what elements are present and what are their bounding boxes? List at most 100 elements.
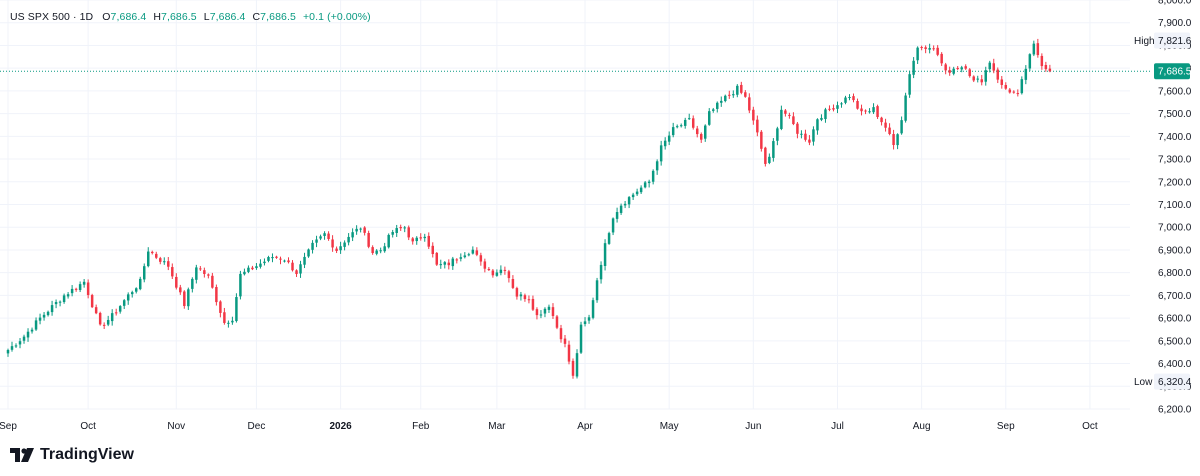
candle-body [1024, 68, 1028, 80]
candle-body [635, 191, 639, 195]
candle-body [407, 227, 410, 238]
candle-body [303, 256, 306, 265]
y-tick-label: 7,400.0 [1158, 132, 1192, 143]
candle-body [948, 70, 951, 73]
candle-body [864, 110, 867, 112]
candle-body [687, 118, 691, 120]
x-axis: Sep Oct Nov Dec 2026 Feb Mar Apr May Jun Jul Aug Sep… [0, 421, 1098, 432]
candle-body [339, 246, 342, 251]
tradingview-brand[interactable]: TradingView [10, 446, 134, 464]
candle-body [820, 117, 823, 120]
candle-body [716, 102, 719, 109]
change-value: +0.1 (+0.00%) [302, 11, 371, 23]
candle-body [535, 309, 539, 316]
candle-body [683, 119, 687, 126]
x-tick-label: May [660, 421, 679, 432]
candle-body [151, 251, 154, 254]
candle-body [611, 218, 615, 233]
candle-body [62, 295, 66, 303]
candle-body [203, 270, 206, 275]
candle-body [367, 232, 370, 247]
candle-body [130, 292, 134, 295]
close-key: C [252, 11, 261, 23]
candle-body [792, 116, 795, 125]
high-key: H [153, 11, 161, 23]
candle-body [691, 118, 695, 128]
candle-body [788, 114, 791, 116]
ohlc-legend: US SPX 500 · 1D O7,686.4 H7,686.5 L7,686… [10, 11, 375, 23]
candle-body [539, 314, 543, 316]
y-tick-label: 8,000.0 [1158, 0, 1192, 7]
candle-body [756, 119, 759, 133]
candle-body [223, 312, 226, 323]
candle-body [900, 120, 903, 134]
candle-body [219, 301, 222, 313]
candle-body [347, 236, 350, 243]
candle-body [487, 269, 491, 271]
candle-body [655, 161, 659, 171]
candle-body [531, 298, 535, 310]
candle-body [527, 299, 531, 301]
candle-body [30, 329, 34, 332]
candle-body [451, 258, 455, 267]
candle-body [519, 294, 523, 297]
candle-body [647, 181, 651, 184]
candle-body [14, 345, 18, 347]
candle-body [920, 47, 923, 49]
high-value: 7,686.5 [161, 11, 197, 23]
candle-body [543, 308, 547, 314]
candle-body [467, 254, 471, 256]
candle-body [872, 107, 875, 113]
y-tick-label: 7,200.0 [1158, 177, 1192, 188]
candle-body [728, 94, 731, 96]
open-key: O [102, 11, 111, 23]
candle-body [1044, 65, 1048, 70]
candle-body [387, 234, 390, 248]
x-tick-label: Sep [997, 421, 1015, 432]
candle-body [355, 228, 358, 232]
candle-body [651, 170, 655, 182]
candle-body [579, 324, 583, 353]
candle-body [247, 267, 250, 272]
candle-body [118, 306, 122, 312]
symbol-label: US SPX 500 · 1D [10, 11, 94, 23]
candle-body [227, 322, 230, 324]
candle-body [167, 261, 170, 267]
x-tick-label: Oct [1082, 421, 1098, 432]
candle-body [892, 134, 895, 146]
candle-body [34, 320, 38, 330]
candle-body [383, 246, 386, 252]
x-tick-label: Apr [577, 421, 593, 432]
candle-body [639, 187, 643, 193]
candle-body [459, 257, 463, 259]
y-tick-label: 6,500.0 [1158, 336, 1192, 347]
candle-body [824, 109, 827, 120]
candle-body [98, 312, 102, 325]
candle-body [1000, 79, 1004, 85]
candle-body [134, 288, 138, 292]
y-axis: 6,200.06,300.06,400.06,500.06,600.06,700… [1158, 0, 1192, 416]
candle-body [559, 328, 563, 340]
candle-body [627, 197, 631, 205]
candle-body [46, 311, 50, 316]
candle-body [327, 233, 330, 240]
candle-body [555, 316, 559, 328]
candle-body [1016, 93, 1020, 95]
candle-body [26, 331, 30, 338]
low-tag-value: 6,320.4 [1158, 377, 1192, 388]
candle-body [159, 258, 162, 262]
candle-body [904, 95, 907, 121]
candle-body [114, 312, 118, 314]
y-tick-label: 7,000.0 [1158, 223, 1192, 234]
candle-body [996, 69, 1000, 80]
candle-body [595, 280, 599, 301]
candle-body [856, 101, 859, 109]
candle-body [179, 287, 182, 293]
candle-body [307, 249, 310, 257]
candle-body [110, 313, 114, 322]
x-tick-label: Nov [167, 421, 185, 432]
low-tag-background [1154, 373, 1190, 390]
close-value: 7,686.5 [260, 11, 296, 23]
candle-body [479, 255, 483, 262]
candle-body [363, 227, 366, 233]
